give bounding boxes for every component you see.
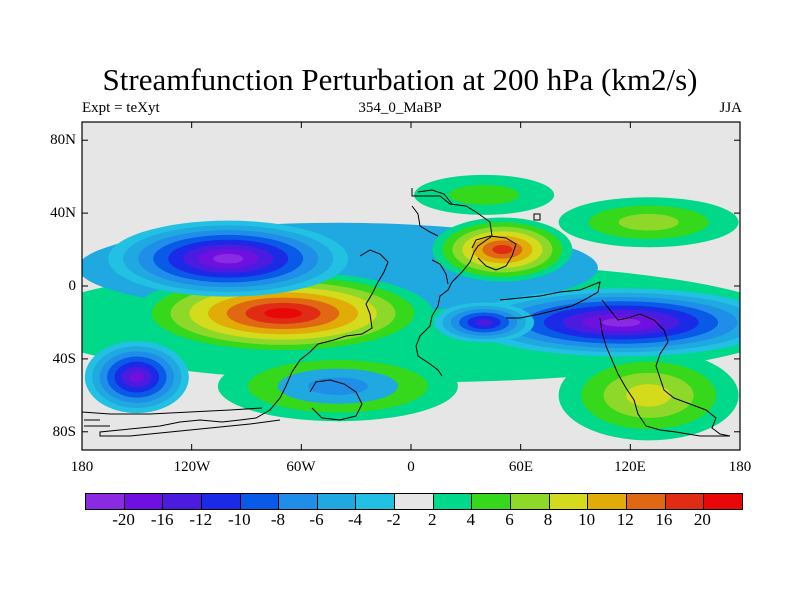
y-tick-80n: 80N bbox=[50, 132, 76, 148]
x-tick-180w: 180 bbox=[70, 459, 94, 475]
colorbar-box-7 bbox=[356, 494, 396, 509]
colorbar-label: 2 bbox=[428, 510, 437, 529]
experiment-label: Expt = teXyt bbox=[82, 100, 160, 116]
axis-ticks bbox=[81, 122, 741, 450]
coastline-layer bbox=[82, 188, 731, 437]
low-atlantic-equator-level-5 bbox=[475, 319, 493, 326]
colorbar bbox=[85, 493, 743, 510]
colorbar-label: -2 bbox=[386, 510, 401, 529]
colorbar-box-11 bbox=[511, 494, 550, 509]
coastline-australia bbox=[599, 299, 731, 437]
coastline-antarctica-east bbox=[309, 379, 363, 421]
y-tick-0: 0 bbox=[68, 278, 77, 294]
colorbar-label: 16 bbox=[655, 510, 673, 529]
colorbar-label: -12 bbox=[189, 510, 213, 529]
colorbar-box-1 bbox=[124, 494, 164, 509]
coastline-hatch bbox=[84, 419, 110, 427]
coastline-americas bbox=[411, 188, 493, 377]
high-north-africa-level-6 bbox=[492, 244, 513, 255]
case-label: 354_0_MaBP bbox=[358, 100, 442, 116]
coastline-indonesia bbox=[499, 281, 601, 319]
coastline-arabia bbox=[431, 213, 541, 285]
colorbar-box-6 bbox=[317, 494, 357, 509]
colorbar-label: -8 bbox=[270, 510, 286, 529]
coastline-asia bbox=[471, 235, 517, 271]
y-tick-40n: 40N bbox=[50, 205, 76, 221]
colorbar-box-14 bbox=[626, 494, 666, 509]
coastline-south-polar bbox=[82, 407, 263, 415]
high-south-indian-level-3 bbox=[626, 384, 672, 407]
colorbar-box-12 bbox=[549, 494, 589, 509]
coastline-europe bbox=[411, 189, 453, 237]
low-south-pacific-level-6 bbox=[129, 371, 145, 383]
colorbar-box-8 bbox=[395, 494, 434, 509]
x-tick-60w: 60W bbox=[286, 459, 316, 475]
low-indian-ocean-level-7 bbox=[601, 318, 641, 327]
x-tick-60e: 60E bbox=[508, 459, 534, 475]
colorbar-box-10 bbox=[472, 494, 512, 509]
y-tick-40s: 40S bbox=[52, 351, 76, 367]
colorbar-label: -10 bbox=[228, 510, 251, 529]
colorbar-box-16 bbox=[704, 494, 742, 509]
x-tick-120w: 120W bbox=[173, 459, 211, 475]
high-north-pacific-east-level-2 bbox=[618, 213, 679, 231]
colorbar-label: 20 bbox=[693, 510, 711, 529]
season-label: JJA bbox=[719, 100, 742, 116]
colorbar-label: -6 bbox=[309, 510, 324, 529]
colorbar-label: -4 bbox=[348, 510, 363, 529]
colorbar-box-13 bbox=[588, 494, 627, 509]
colorbar-box-0 bbox=[86, 494, 125, 509]
x-tick-0: 0 bbox=[407, 459, 415, 475]
colorbar-box-3 bbox=[201, 494, 241, 509]
colorbar-label: 4 bbox=[466, 510, 476, 529]
colorbar-label: 8 bbox=[543, 510, 553, 529]
colorbar-box-9 bbox=[433, 494, 473, 509]
colorbar-box-5 bbox=[279, 494, 318, 509]
low-north-pacific-level-7 bbox=[213, 253, 244, 264]
plot-title: Streamfunction Perturbation at 200 hPa (… bbox=[102, 62, 698, 97]
high-south-atlantic-tropics-level-7 bbox=[264, 308, 302, 319]
colorbar-label: 12 bbox=[616, 510, 634, 529]
y-tick-80s: 80S bbox=[52, 424, 76, 440]
colorbar-box-2 bbox=[163, 494, 202, 509]
colorbar-label: -16 bbox=[150, 510, 174, 529]
colorbar-label: 10 bbox=[578, 510, 596, 529]
colorbar-label: 6 bbox=[505, 510, 514, 529]
colorbar-label: -20 bbox=[112, 510, 135, 529]
high-north-europe-level-1 bbox=[449, 184, 520, 205]
band-south-atlantic-level-3 bbox=[307, 377, 368, 395]
x-tick-180e: 180 bbox=[728, 459, 752, 475]
coastline-africa bbox=[99, 249, 389, 437]
x-tick-120e: 120E bbox=[614, 459, 646, 475]
colorbar-box-4 bbox=[240, 494, 280, 509]
colorbar-box-15 bbox=[665, 494, 705, 509]
